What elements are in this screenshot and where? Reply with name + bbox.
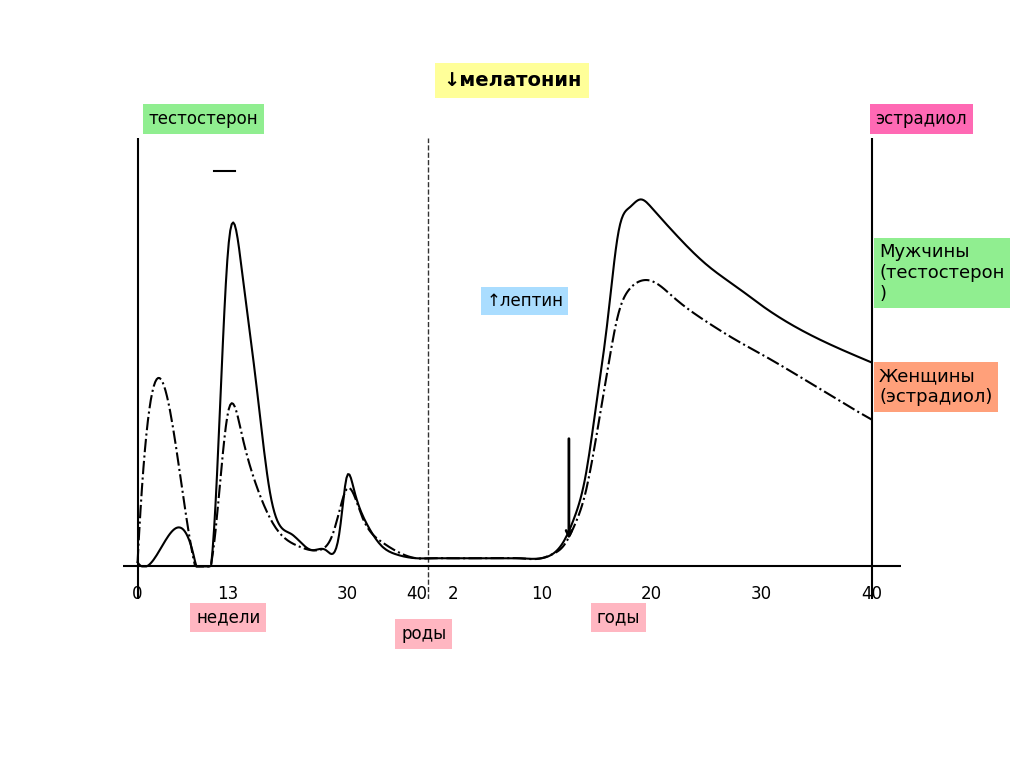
Text: годы: годы xyxy=(597,608,640,627)
Text: 10: 10 xyxy=(530,584,552,603)
Text: Женщины
(эстрадиол): Женщины (эстрадиол) xyxy=(879,368,992,406)
Text: 20: 20 xyxy=(641,584,663,603)
Text: 40: 40 xyxy=(861,584,883,603)
Text: 30: 30 xyxy=(336,584,357,603)
Text: 40: 40 xyxy=(407,584,427,603)
Text: 2: 2 xyxy=(447,584,459,603)
Text: эстрадиол: эстрадиол xyxy=(876,110,967,128)
Text: недели: недели xyxy=(197,608,260,627)
Text: 30: 30 xyxy=(751,584,772,603)
Text: ↓мелатонин: ↓мелатонин xyxy=(442,71,582,90)
Text: 13: 13 xyxy=(218,584,239,603)
Text: Мужчины
(тестостерон
): Мужчины (тестостерон ) xyxy=(879,243,1005,303)
Text: тестостерон: тестостерон xyxy=(148,110,258,128)
Text: ↑лептин: ↑лептин xyxy=(486,293,563,310)
Text: роды: роды xyxy=(401,624,446,643)
Text: Динамика продукции половых гормонов в развитии человека: Динамика продукции половых гормонов в ра… xyxy=(101,710,923,734)
Text: 0: 0 xyxy=(132,584,142,603)
